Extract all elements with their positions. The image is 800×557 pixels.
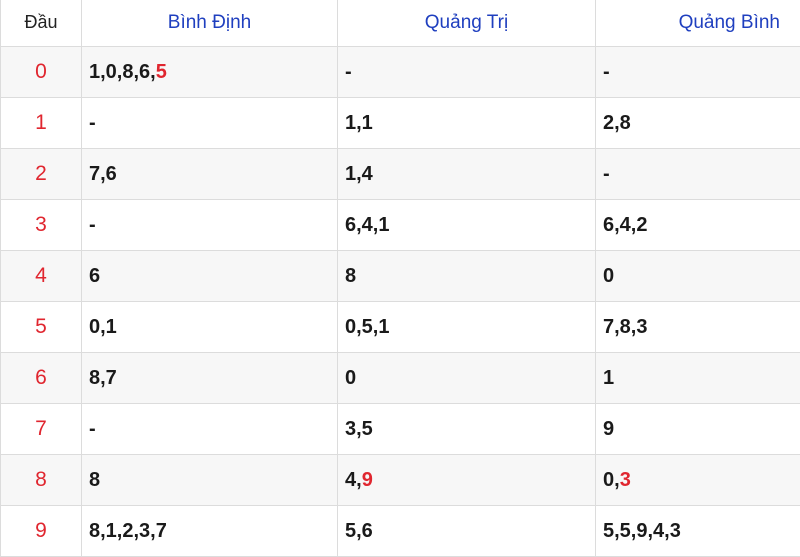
header-dau: Đầu bbox=[1, 0, 82, 47]
cell-quang-binh: 2,8 bbox=[596, 98, 800, 149]
cell-binh-dinh: 8,7 bbox=[82, 353, 338, 404]
cell-digits: 0, bbox=[603, 469, 620, 491]
cell-quang-binh: - bbox=[596, 47, 800, 98]
cell-digits: 6,4,2 bbox=[603, 214, 647, 236]
cell-quang-binh: - bbox=[596, 149, 800, 200]
table-row: 1- 1,1 2,8 bbox=[1, 98, 800, 149]
header-province-quang-binh: Quảng Bình bbox=[596, 0, 800, 47]
cell-binh-dinh: 8 bbox=[82, 455, 338, 506]
cell-digits: 6,4,1 bbox=[345, 214, 389, 236]
cell-digits: 8 bbox=[345, 265, 356, 287]
cell-highlight-digit: 9 bbox=[362, 469, 373, 491]
cell-highlight-digit: 5 bbox=[156, 61, 167, 83]
cell-digits: 0 bbox=[345, 367, 356, 389]
cell-digits: 1,1 bbox=[345, 112, 373, 134]
head-digit: 6 bbox=[1, 353, 82, 404]
cell-digits: 1,0,8,6, bbox=[89, 61, 156, 83]
cell-digits: - bbox=[89, 112, 96, 134]
table-row: 2 7,6 1,4 - bbox=[1, 149, 800, 200]
table-row: 7- 3,5 9 bbox=[1, 404, 800, 455]
cell-digits: - bbox=[603, 61, 610, 83]
cell-quang-tri: 1,1 bbox=[338, 98, 596, 149]
table-row: 6 8,7 0 1 bbox=[1, 353, 800, 404]
cell-quang-tri: 6,4,1 bbox=[338, 200, 596, 251]
head-digit: 2 bbox=[1, 149, 82, 200]
cell-digits: 6 bbox=[89, 265, 100, 287]
cell-binh-dinh: 1,0,8,6,5 bbox=[82, 47, 338, 98]
head-digit: 8 bbox=[1, 455, 82, 506]
cell-digits: 9 bbox=[603, 418, 614, 440]
table-header-row: Đầu Bình Định Quảng Trị Quảng Bình bbox=[1, 0, 800, 47]
cell-binh-dinh: 8,1,2,3,7 bbox=[82, 506, 338, 557]
table-row: 9 8,1,2,3,7 5,6 5,5,9,4,3 bbox=[1, 506, 800, 557]
head-digit: 9 bbox=[1, 506, 82, 557]
cell-digits: 3,5 bbox=[345, 418, 373, 440]
head-digit: 5 bbox=[1, 302, 82, 353]
head-digit: 7 bbox=[1, 404, 82, 455]
cell-quang-tri: 3,5 bbox=[338, 404, 596, 455]
cell-digits: 5,6 bbox=[345, 520, 373, 542]
cell-digits: - bbox=[89, 214, 96, 236]
cell-quang-tri: 5,6 bbox=[338, 506, 596, 557]
cell-binh-dinh: - bbox=[82, 98, 338, 149]
head-digit: 4 bbox=[1, 251, 82, 302]
cell-digits: 8,7 bbox=[89, 367, 117, 389]
table-row: 5 0,1 0,5,1 7,8,3 bbox=[1, 302, 800, 353]
cell-binh-dinh: 6 bbox=[82, 251, 338, 302]
cell-digits: 5,5,9,4,3 bbox=[603, 520, 681, 542]
cell-quang-tri: 0 bbox=[338, 353, 596, 404]
cell-digits: - bbox=[89, 418, 96, 440]
cell-quang-tri: 1,4 bbox=[338, 149, 596, 200]
header-province-quang-tri: Quảng Trị bbox=[338, 0, 596, 47]
cell-binh-dinh: - bbox=[82, 404, 338, 455]
cell-digits: 1,4 bbox=[345, 163, 373, 185]
cell-binh-dinh: - bbox=[82, 200, 338, 251]
head-digit: 0 bbox=[1, 47, 82, 98]
cell-digits: 8 bbox=[89, 469, 100, 491]
cell-quang-tri: - bbox=[338, 47, 596, 98]
cell-quang-binh: 7,8,3 bbox=[596, 302, 800, 353]
cell-digits: 8,1,2,3,7 bbox=[89, 520, 167, 542]
cell-digits: 7,6 bbox=[89, 163, 117, 185]
cell-binh-dinh: 7,6 bbox=[82, 149, 338, 200]
cell-digits: 0 bbox=[603, 265, 614, 287]
cell-quang-binh: 5,5,9,4,3 bbox=[596, 506, 800, 557]
cell-quang-binh: 9 bbox=[596, 404, 800, 455]
cell-digits: 2,8 bbox=[603, 112, 631, 134]
cell-digits: 1 bbox=[603, 367, 614, 389]
cell-highlight-digit: 3 bbox=[620, 469, 631, 491]
cell-digits: - bbox=[603, 163, 610, 185]
head-digit: 3 bbox=[1, 200, 82, 251]
cell-binh-dinh: 0,1 bbox=[82, 302, 338, 353]
cell-digits: 0,5,1 bbox=[345, 316, 389, 338]
cell-quang-binh: 0,3 bbox=[596, 455, 800, 506]
cell-digits: 7,8,3 bbox=[603, 316, 647, 338]
head-digit: 1 bbox=[1, 98, 82, 149]
cell-quang-binh: 0 bbox=[596, 251, 800, 302]
table-row: 3- 6,4,1 6,4,2 bbox=[1, 200, 800, 251]
cell-quang-tri: 4,9 bbox=[338, 455, 596, 506]
cell-quang-binh: 6,4,2 bbox=[596, 200, 800, 251]
header-province-binh-dinh: Bình Định bbox=[82, 0, 338, 47]
cell-digits: 0,1 bbox=[89, 316, 117, 338]
cell-digits: - bbox=[345, 61, 352, 83]
cell-quang-binh: 1 bbox=[596, 353, 800, 404]
cell-quang-tri: 8 bbox=[338, 251, 596, 302]
cell-quang-tri: 0,5,1 bbox=[338, 302, 596, 353]
cell-digits: 4, bbox=[345, 469, 362, 491]
